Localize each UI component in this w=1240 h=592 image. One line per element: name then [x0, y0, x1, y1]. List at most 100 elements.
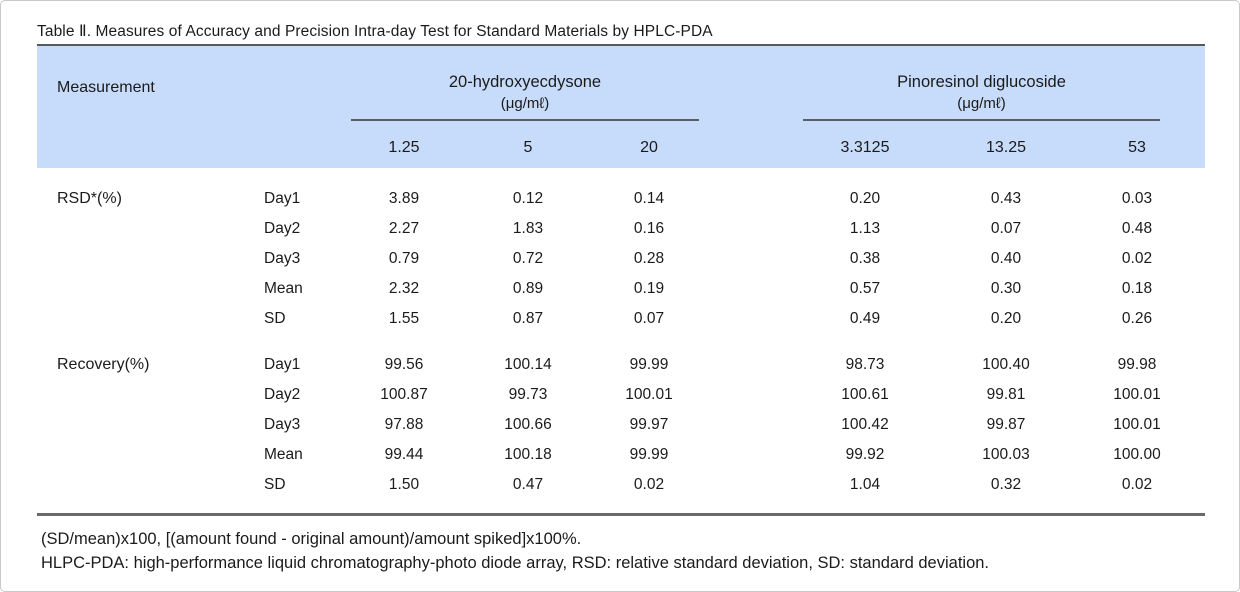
- section-label: Recovery(%): [57, 356, 150, 373]
- value-cell: 0.38: [849, 250, 881, 267]
- value-cell: 0.30: [990, 280, 1022, 297]
- section-label: RSD*(%): [57, 190, 122, 207]
- day-label: Day1: [264, 356, 301, 373]
- level-header: 20: [640, 139, 658, 156]
- value-cell: 100.66: [504, 416, 552, 433]
- level-header: 5: [523, 139, 533, 156]
- value-cell: 99.44: [384, 446, 424, 463]
- value-cell: 0.89: [512, 280, 544, 297]
- value-cell: 100.03: [982, 446, 1030, 463]
- footnote-line: HLPC-PDA: high-performance liquid chroma…: [41, 553, 990, 572]
- value-cell: 100.00: [1113, 446, 1161, 463]
- group-underline: [803, 119, 1160, 121]
- value-cell: 2.27: [388, 220, 420, 237]
- value-cell: 100.61: [841, 386, 889, 403]
- day-label: Day3: [264, 416, 301, 433]
- day-label: SD: [264, 310, 286, 327]
- value-cell: 0.87: [512, 310, 544, 327]
- footnotes: (SD/mean)x100, [(amount found - original…: [41, 528, 989, 575]
- value-cell: 0.72: [512, 250, 544, 267]
- table-row: Mean 99.44 100.18 99.99 99.92 100.03 100.00: [37, 440, 1205, 470]
- day-label: SD: [264, 476, 286, 493]
- table-row: Recovery(%) Day1 99.56 100.14 99.99 98.73 100.…: [37, 350, 1205, 380]
- value-cell: 100.18: [504, 446, 552, 463]
- group-header-pinoresinol-diglucoside: Pinoresinol diglucoside (μg/mℓ): [803, 72, 1160, 121]
- value-cell: 98.73: [845, 356, 885, 373]
- value-cell: 0.49: [849, 310, 881, 327]
- level-header: 1.25: [388, 139, 420, 156]
- group-name: 20-hydroxyecdysone: [448, 73, 602, 91]
- day-label: Mean: [264, 280, 303, 297]
- value-cell: 99.92: [845, 446, 885, 463]
- value-cell: 0.40: [990, 250, 1022, 267]
- table-row: Day2 2.27 1.83 0.16 1.13 0.07 0.48: [37, 214, 1205, 244]
- value-cell: 97.88: [384, 416, 424, 433]
- value-cell: 99.73: [508, 386, 548, 403]
- day-label: Day3: [264, 250, 301, 267]
- value-cell: 99.56: [384, 356, 424, 373]
- group-unit: (μg/mℓ): [957, 95, 1006, 112]
- top-rule: [37, 44, 1205, 46]
- value-cell: 99.99: [629, 356, 669, 373]
- day-label: Day2: [264, 386, 301, 403]
- value-cell: 100.01: [1113, 386, 1161, 403]
- measurement-column-header: Measurement: [57, 79, 155, 96]
- value-cell: 0.48: [1121, 220, 1153, 237]
- value-cell: 2.32: [388, 280, 420, 297]
- group-unit: (μg/mℓ): [500, 95, 550, 112]
- value-cell: 1.83: [512, 220, 544, 237]
- value-cell: 0.07: [633, 310, 665, 327]
- value-cell: 0.20: [849, 190, 881, 207]
- bottom-rule: [37, 513, 1205, 516]
- value-cell: 0.12: [512, 190, 544, 207]
- value-cell: 1.55: [388, 310, 420, 327]
- value-cell: 100.87: [380, 386, 428, 403]
- value-cell: 99.97: [629, 416, 669, 433]
- value-cell: 0.20: [990, 310, 1022, 327]
- value-cell: 100.01: [1113, 416, 1161, 433]
- value-cell: 0.02: [1121, 250, 1153, 267]
- value-cell: 100.01: [625, 386, 673, 403]
- value-cell: 0.07: [990, 220, 1022, 237]
- value-cell: 0.16: [633, 220, 665, 237]
- level-header: 3.3125: [840, 139, 890, 156]
- value-cell: 99.87: [986, 416, 1026, 433]
- concentration-levels-row: 1.25 5 20 3.3125 13.25 53: [37, 134, 1205, 162]
- value-cell: 0.03: [1121, 190, 1153, 207]
- value-cell: 99.99: [629, 446, 669, 463]
- value-cell: 0.18: [1121, 280, 1153, 297]
- table-row: SD 1.55 0.87 0.07 0.49 0.20 0.26: [37, 304, 1205, 334]
- table-header: Measurement 20-hydroxyecdysone (μg/mℓ) P…: [37, 46, 1205, 168]
- value-cell: 0.19: [633, 280, 665, 297]
- table-title: Table Ⅱ. Measures of Accuracy and Precis…: [37, 23, 713, 40]
- group-underline: [351, 119, 699, 121]
- level-header: 13.25: [985, 139, 1027, 156]
- table-row: Day3 97.88 100.66 99.97 100.42 99.87 100.01: [37, 410, 1205, 440]
- table-body: RSD*(%) Day1 3.89 0.12 0.14 0.20 0.43 0.03 Day2 2…: [37, 168, 1205, 500]
- value-cell: 0.14: [633, 190, 665, 207]
- value-cell: 1.13: [849, 220, 881, 237]
- table-row: Day2 100.87 99.73 100.01 100.61 99.81 100.01: [37, 380, 1205, 410]
- value-cell: 0.28: [633, 250, 665, 267]
- value-cell: 0.47: [512, 476, 544, 493]
- table-section: RSD*(%) Day1 3.89 0.12 0.14 0.20 0.43 0.03 Day2 2…: [37, 184, 1205, 334]
- table-row: Mean 2.32 0.89 0.19 0.57 0.30 0.18: [37, 274, 1205, 304]
- table-row: SD 1.50 0.47 0.02 1.04 0.32 0.02: [37, 470, 1205, 500]
- level-header: 53: [1128, 139, 1146, 156]
- value-cell: 1.04: [849, 476, 881, 493]
- value-cell: 1.50: [388, 476, 420, 493]
- value-cell: 100.40: [982, 356, 1030, 373]
- day-label: Day1: [264, 190, 301, 207]
- value-cell: 99.98: [1117, 356, 1157, 373]
- day-label: Mean: [264, 446, 303, 463]
- group-header-20-hydroxyecdysone: 20-hydroxyecdysone (μg/mℓ): [351, 72, 699, 121]
- value-cell: 0.57: [849, 280, 881, 297]
- table-row: RSD*(%) Day1 3.89 0.12 0.14 0.20 0.43 0.03: [37, 184, 1205, 214]
- value-cell: 0.32: [990, 476, 1022, 493]
- value-cell: 0.02: [633, 476, 665, 493]
- value-cell: 0.79: [388, 250, 420, 267]
- value-cell: 3.89: [388, 190, 420, 207]
- value-cell: 0.02: [1121, 476, 1153, 493]
- footnote-line: (SD/mean)x100, [(amount found - original…: [41, 530, 582, 548]
